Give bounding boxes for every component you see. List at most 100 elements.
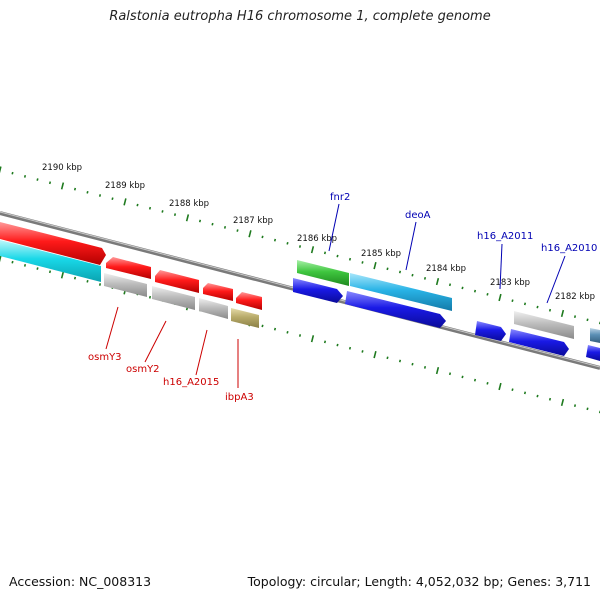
outer-scale-major-tick bbox=[0, 166, 2, 174]
outer-scale-minor-tick bbox=[448, 283, 452, 287]
inner-scale-minor-tick bbox=[423, 366, 427, 369]
outer-scale-minor-tick bbox=[548, 308, 552, 312]
outer-scale-minor-tick bbox=[36, 178, 39, 181]
gene-feature-steel[interactable] bbox=[590, 328, 600, 343]
inner-scale-minor-tick bbox=[273, 327, 277, 331]
outer-scale-minor-tick bbox=[348, 257, 352, 261]
outer-scale-minor-tick bbox=[511, 299, 514, 303]
outer-scale-major-tick bbox=[60, 182, 65, 190]
gene-feature-red-1[interactable] bbox=[106, 257, 151, 279]
inner-scale-minor-tick bbox=[361, 350, 364, 353]
inner-scale-minor-tick bbox=[348, 346, 352, 350]
gene-feature-olive[interactable] bbox=[231, 308, 259, 328]
outer-scale-minor-tick bbox=[148, 206, 152, 210]
inner-scale-minor-tick bbox=[398, 359, 402, 363]
outer-scale-minor-tick bbox=[586, 318, 589, 322]
gene-feature-blue-5[interactable] bbox=[586, 345, 600, 361]
gene-label-fnr2[interactable]: fnr2 bbox=[330, 192, 350, 203]
inner-scale-minor-tick bbox=[11, 260, 14, 264]
gene-label-h16_A2015[interactable]: h16_A2015 bbox=[163, 377, 219, 388]
outer-scale-major-tick bbox=[310, 246, 315, 254]
outer-scale-minor-tick bbox=[386, 267, 389, 271]
outer-scale-minor-tick bbox=[398, 270, 402, 274]
inner-scale-minor-tick bbox=[73, 276, 77, 280]
inner-scale-major-tick bbox=[498, 382, 502, 391]
inner-scale-minor-tick bbox=[98, 283, 102, 286]
outer-scale-major-tick bbox=[123, 198, 127, 206]
leader-osmY3 bbox=[105, 306, 119, 350]
inner-scale-minor-tick bbox=[461, 375, 464, 379]
gene-label-h16_A2010[interactable]: h16_A2010 bbox=[541, 243, 597, 254]
gene-feature-deoA[interactable] bbox=[350, 273, 452, 311]
outer-scale-minor-tick bbox=[73, 187, 77, 191]
inner-scale-minor-tick bbox=[411, 362, 414, 366]
gene-feature-blue-4[interactable] bbox=[509, 329, 569, 356]
gene-feature-blue-1[interactable] bbox=[293, 278, 343, 303]
scale-label-2190: 2190 kbp bbox=[42, 163, 82, 173]
leader-deoA bbox=[405, 221, 417, 271]
outer-scale-minor-tick bbox=[336, 254, 339, 258]
outer-scale-minor-tick bbox=[261, 235, 264, 239]
gene-label-ibpA3[interactable]: ibpA3 bbox=[225, 392, 254, 403]
accession-text: Accession: NC_008313 bbox=[9, 574, 152, 589]
inner-scale-major-tick bbox=[310, 335, 315, 343]
feature-group-right bbox=[293, 260, 600, 361]
gene-feature-cyan-long[interactable] bbox=[0, 240, 101, 282]
outer-scale-minor-tick bbox=[423, 277, 427, 280]
gene-labels-left: osmY3 osmY2 h16_A2015 ibpA3 bbox=[88, 306, 254, 403]
gene-feature-blue-2[interactable] bbox=[345, 291, 446, 328]
outer-scale-major-tick bbox=[248, 230, 252, 238]
map-title: Ralstonia eutropha H16 chromosome 1, com… bbox=[109, 9, 491, 24]
gene-feature-gray-3[interactable] bbox=[199, 298, 228, 319]
leader-h16_A2015 bbox=[195, 329, 208, 376]
outer-scale-minor-tick bbox=[486, 292, 489, 296]
gene-feature-red-2[interactable] bbox=[155, 270, 199, 293]
inner-scale-minor-tick bbox=[36, 267, 39, 270]
gene-feature-red-4[interactable] bbox=[236, 292, 262, 310]
gene-label-osmY3[interactable]: osmY3 bbox=[88, 352, 122, 363]
inner-scale-minor-tick bbox=[448, 372, 452, 376]
outer-scale-minor-tick bbox=[173, 213, 177, 216]
outer-scale-minor-tick bbox=[323, 251, 327, 255]
gene-feature-gray-2[interactable] bbox=[152, 286, 195, 310]
gene-label-deoA[interactable]: deoA bbox=[405, 210, 431, 221]
gene-feature-gray-4[interactable] bbox=[514, 311, 574, 339]
outer-scale-minor-tick bbox=[211, 222, 214, 226]
scale-labels: 2190 kbp 2189 kbp 2188 kbp 2187 kbp 2186… bbox=[42, 163, 595, 302]
outer-scale-major-tick bbox=[373, 262, 377, 270]
inner-scale-major-tick bbox=[373, 351, 377, 359]
inner-scale-minor-tick bbox=[473, 378, 477, 382]
inner-scale-minor-tick bbox=[573, 404, 577, 407]
leader-h16_A2011 bbox=[499, 243, 503, 290]
scale-label-2188: 2188 kbp bbox=[169, 199, 209, 209]
outer-scale-minor-tick bbox=[461, 286, 464, 290]
gene-feature-red-3[interactable] bbox=[203, 283, 233, 301]
gene-feature-fnr2[interactable] bbox=[297, 260, 349, 286]
scale-label-2189: 2189 kbp bbox=[105, 181, 145, 191]
scale-label-2182: 2182 kbp bbox=[555, 292, 595, 302]
topology-text: Topology: circular; Length: 4,052,032 bp… bbox=[247, 574, 591, 589]
inner-scale-minor-tick bbox=[586, 407, 589, 411]
gene-feature-red-long[interactable] bbox=[0, 222, 106, 265]
inner-scale-minor-tick bbox=[298, 334, 302, 337]
outer-scale-minor-tick bbox=[473, 289, 477, 293]
outer-scale-minor-tick bbox=[536, 305, 539, 309]
inner-scale-major-tick bbox=[560, 398, 565, 407]
outer-scale-minor-tick bbox=[523, 302, 527, 306]
gene-label-h16_A2011[interactable]: h16_A2011 bbox=[477, 231, 533, 242]
scale-label-2183: 2183 kbp bbox=[490, 278, 530, 288]
outer-scale-minor-tick bbox=[286, 241, 289, 245]
gene-label-osmY2[interactable]: osmY2 bbox=[126, 364, 160, 375]
scale-label-2186: 2186 kbp bbox=[297, 234, 337, 244]
outer-scale-major-tick bbox=[185, 214, 190, 222]
outer-scale-minor-tick bbox=[161, 210, 164, 213]
outer-scale-minor-tick bbox=[361, 261, 364, 264]
outer-scale-minor-tick bbox=[111, 197, 114, 201]
outer-scale-major-tick bbox=[498, 293, 502, 302]
gene-feature-blue-3[interactable] bbox=[475, 321, 506, 341]
outer-scale-minor-tick bbox=[198, 219, 202, 223]
gene-feature-gray-1[interactable] bbox=[104, 273, 147, 297]
outer-scale-minor-tick bbox=[298, 245, 302, 248]
